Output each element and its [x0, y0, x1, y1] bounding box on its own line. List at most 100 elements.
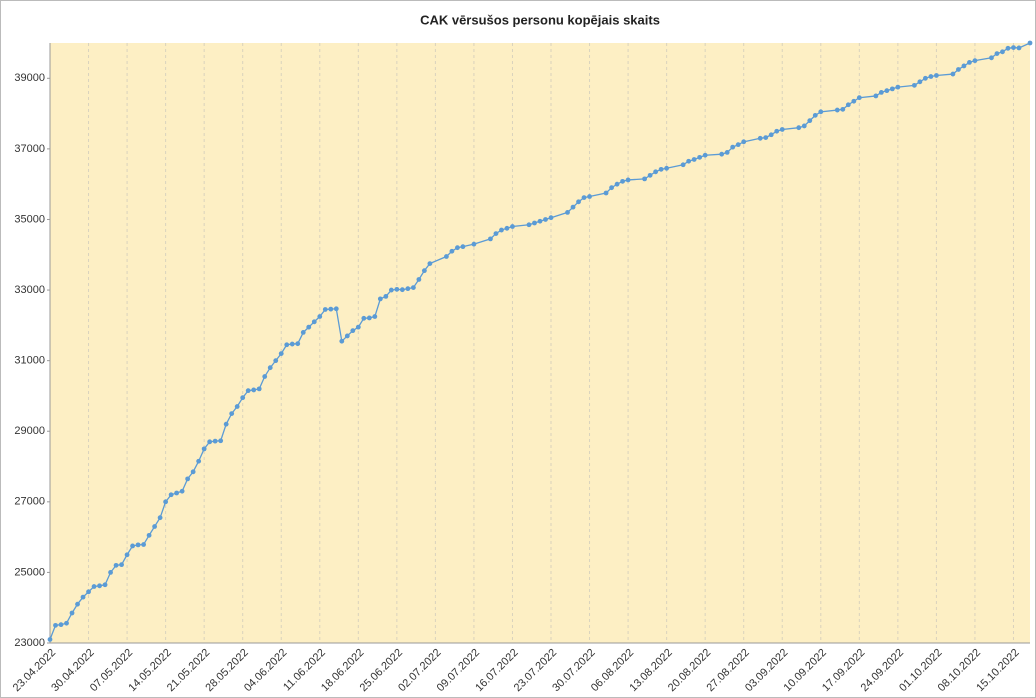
data-point: [256, 386, 262, 392]
data-point: [922, 75, 928, 81]
data-point: [427, 261, 433, 266]
data-point: [350, 328, 356, 334]
data-point: [581, 195, 587, 200]
data-point: [884, 88, 890, 94]
data-point: [807, 118, 813, 124]
data-point: [724, 150, 730, 155]
data-point: [653, 169, 659, 175]
data-point: [961, 63, 967, 69]
data-point: [245, 388, 251, 394]
data-point: [719, 151, 725, 157]
data-point: [289, 341, 295, 347]
data-point: [658, 166, 664, 172]
data-point: [845, 102, 851, 108]
data-point: [317, 314, 323, 319]
data-point: [449, 248, 455, 254]
data-point: [565, 210, 570, 215]
data-point: [141, 542, 146, 547]
data-point: [47, 637, 53, 642]
data-point: [801, 123, 807, 129]
data-point: [526, 222, 532, 228]
data-point: [620, 178, 625, 184]
data-point: [570, 204, 576, 210]
data-point: [377, 296, 383, 302]
data-point: [735, 142, 741, 148]
y-tick-label: 33000: [14, 284, 45, 296]
data-point: [157, 515, 163, 521]
data-point: [647, 172, 653, 178]
data-point: [405, 286, 411, 292]
data-point: [609, 185, 614, 191]
data-point: [218, 438, 224, 444]
data-point: [58, 622, 64, 628]
data-point: [119, 562, 124, 568]
y-tick-label: 23000: [14, 637, 45, 649]
data-point: [967, 60, 972, 65]
data-point: [421, 268, 427, 274]
data-point: [895, 84, 901, 90]
data-point: [328, 306, 334, 312]
data-point: [333, 306, 339, 312]
data-point: [911, 82, 917, 88]
data-point: [190, 469, 196, 475]
data-point: [455, 245, 460, 251]
data-point: [543, 217, 548, 222]
data-point: [834, 107, 840, 113]
data-point: [796, 125, 802, 131]
data-point: [576, 199, 581, 205]
data-point: [614, 181, 620, 187]
data-point: [168, 492, 174, 498]
data-point: [130, 543, 135, 549]
data-point: [493, 231, 499, 236]
data-point: [1016, 45, 1022, 51]
data-point: [950, 71, 956, 77]
data-point: [1011, 45, 1016, 50]
data-point: [267, 365, 273, 371]
data-point: [840, 106, 846, 112]
data-point: [80, 594, 86, 600]
data-point: [934, 73, 939, 78]
data-point: [774, 128, 780, 134]
data-point: [889, 86, 895, 92]
data-point: [355, 324, 361, 330]
data-point: [691, 157, 697, 162]
data-point: [113, 562, 119, 568]
data-point: [763, 135, 769, 140]
data-point: [779, 127, 785, 132]
y-tick-label: 37000: [14, 143, 45, 155]
data-point: [757, 135, 763, 141]
data-point: [361, 315, 367, 321]
y-tick-label: 35000: [14, 213, 45, 225]
data-point: [499, 227, 504, 233]
data-point: [410, 285, 416, 290]
data-point: [856, 95, 862, 101]
data-point: [537, 218, 543, 224]
data-point: [251, 387, 257, 393]
data-point: [240, 395, 246, 401]
data-point: [1000, 49, 1005, 55]
data-point: [53, 622, 58, 628]
data-point: [471, 241, 477, 247]
data-point: [262, 374, 268, 379]
data-point: [212, 438, 218, 444]
data-point: [587, 194, 592, 199]
data-point: [873, 93, 879, 99]
data-point: [174, 490, 180, 496]
data-point: [108, 570, 113, 575]
data-point: [201, 446, 207, 452]
data-point: [680, 162, 686, 168]
data-point: [223, 421, 229, 427]
data-point: [972, 58, 978, 64]
data-point: [741, 139, 747, 145]
data-point: [322, 307, 328, 312]
data-point: [444, 254, 449, 259]
data-point: [625, 177, 631, 183]
data-point: [1027, 40, 1033, 46]
data-point: [284, 342, 290, 348]
data-point: [97, 583, 102, 589]
data-point: [730, 144, 736, 150]
data-point: [510, 224, 515, 229]
data-point: [702, 152, 708, 158]
